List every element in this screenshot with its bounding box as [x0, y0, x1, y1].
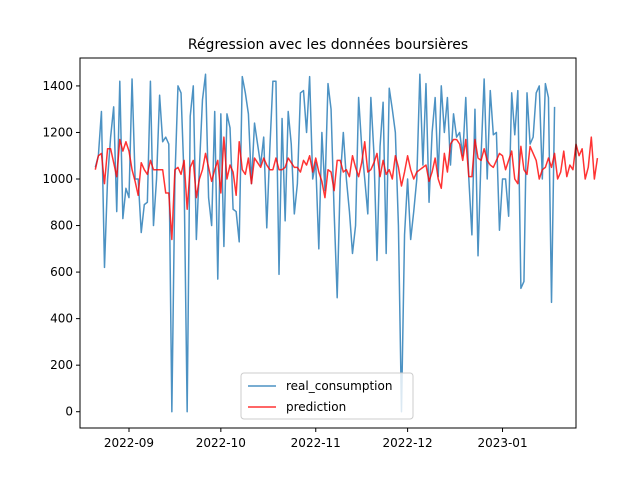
y-axis: 0 200 400 600 800 1000 1200 1400 — [42, 79, 80, 419]
y-tick-label: 1200 — [42, 125, 73, 139]
legend-label: real_consumption — [286, 379, 392, 393]
x-tick-label: 2022-10 — [196, 436, 246, 450]
x-tick-label: 2022-12 — [383, 436, 433, 450]
y-tick-label: 800 — [50, 219, 73, 233]
series-layer — [94, 73, 599, 413]
y-tick-label: 200 — [50, 358, 73, 372]
series-line-prediction — [94, 136, 599, 241]
chart-title: Régression avec les données boursières — [188, 37, 468, 53]
x-axis: 2022-09 2022-10 2022-11 2022-12 2023-01 — [104, 428, 528, 450]
y-tick-label: 1000 — [42, 172, 73, 186]
legend: real_consumption prediction — [240, 372, 414, 420]
x-tick-label: 2023-01 — [477, 436, 527, 450]
x-tick-label: 2022-09 — [104, 436, 154, 450]
y-tick-label: 400 — [50, 312, 73, 326]
y-tick-label: 600 — [50, 265, 73, 279]
legend-box — [240, 372, 414, 420]
series-line-real-consumption — [94, 73, 556, 413]
y-tick-label: 0 — [65, 405, 73, 419]
y-tick-label: 1400 — [42, 79, 73, 93]
x-tick-label: 2022-11 — [291, 436, 341, 450]
plot-area — [79, 57, 577, 429]
legend-label: prediction — [286, 400, 346, 414]
